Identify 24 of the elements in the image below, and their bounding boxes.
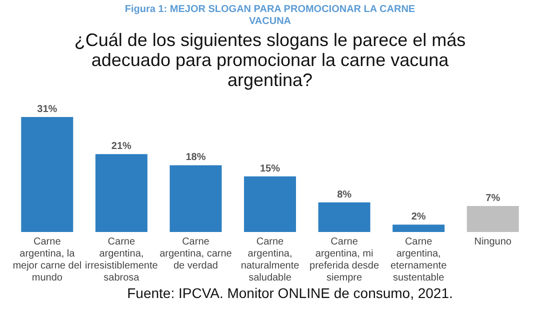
x-tick-label: Carne argentina, carne de verdad: [160, 236, 232, 272]
chart-subtitle: ¿Cuál de los siguientes slogans le parece el más adecuado para promocionar la carne vacuna argentina?: [74, 30, 466, 90]
bar: [21, 117, 74, 232]
x-tick-label: Carne argentina, mi preferida desde siempre: [310, 236, 380, 284]
data-label: 8%: [337, 189, 352, 200]
data-label: 31%: [37, 104, 58, 115]
data-label: 15%: [260, 163, 280, 174]
x-tick-label: Carne argentina, naturalmente saludable: [240, 236, 300, 284]
data-label: 2%: [411, 212, 426, 223]
x-tick-label: Carne argentina, la mejor carne del mundo: [12, 236, 82, 284]
data-label: 21%: [111, 141, 132, 152]
source-note: Fuente: IPCVA. Monitor ONLINE de consumo, 2021.: [127, 285, 453, 301]
bar: [95, 154, 148, 232]
bar: [466, 206, 519, 232]
bar: [244, 176, 296, 232]
x-tick-label: Carne argentina, eternamente sustentable: [390, 236, 448, 284]
bar: [170, 165, 222, 232]
data-label: 18%: [186, 152, 206, 164]
x-tick-label: Ninguno: [474, 236, 512, 248]
bar: [318, 202, 370, 232]
chart-title: Figura 1: MEJOR SLOGAN PARA PROMOCIONAR LA CARNE VACUNA: [124, 4, 416, 27]
data-label: 7%: [486, 193, 500, 204]
bar: [392, 224, 445, 232]
x-tick-label: Carne argentina, irresistiblemente sabrosa: [85, 236, 158, 284]
